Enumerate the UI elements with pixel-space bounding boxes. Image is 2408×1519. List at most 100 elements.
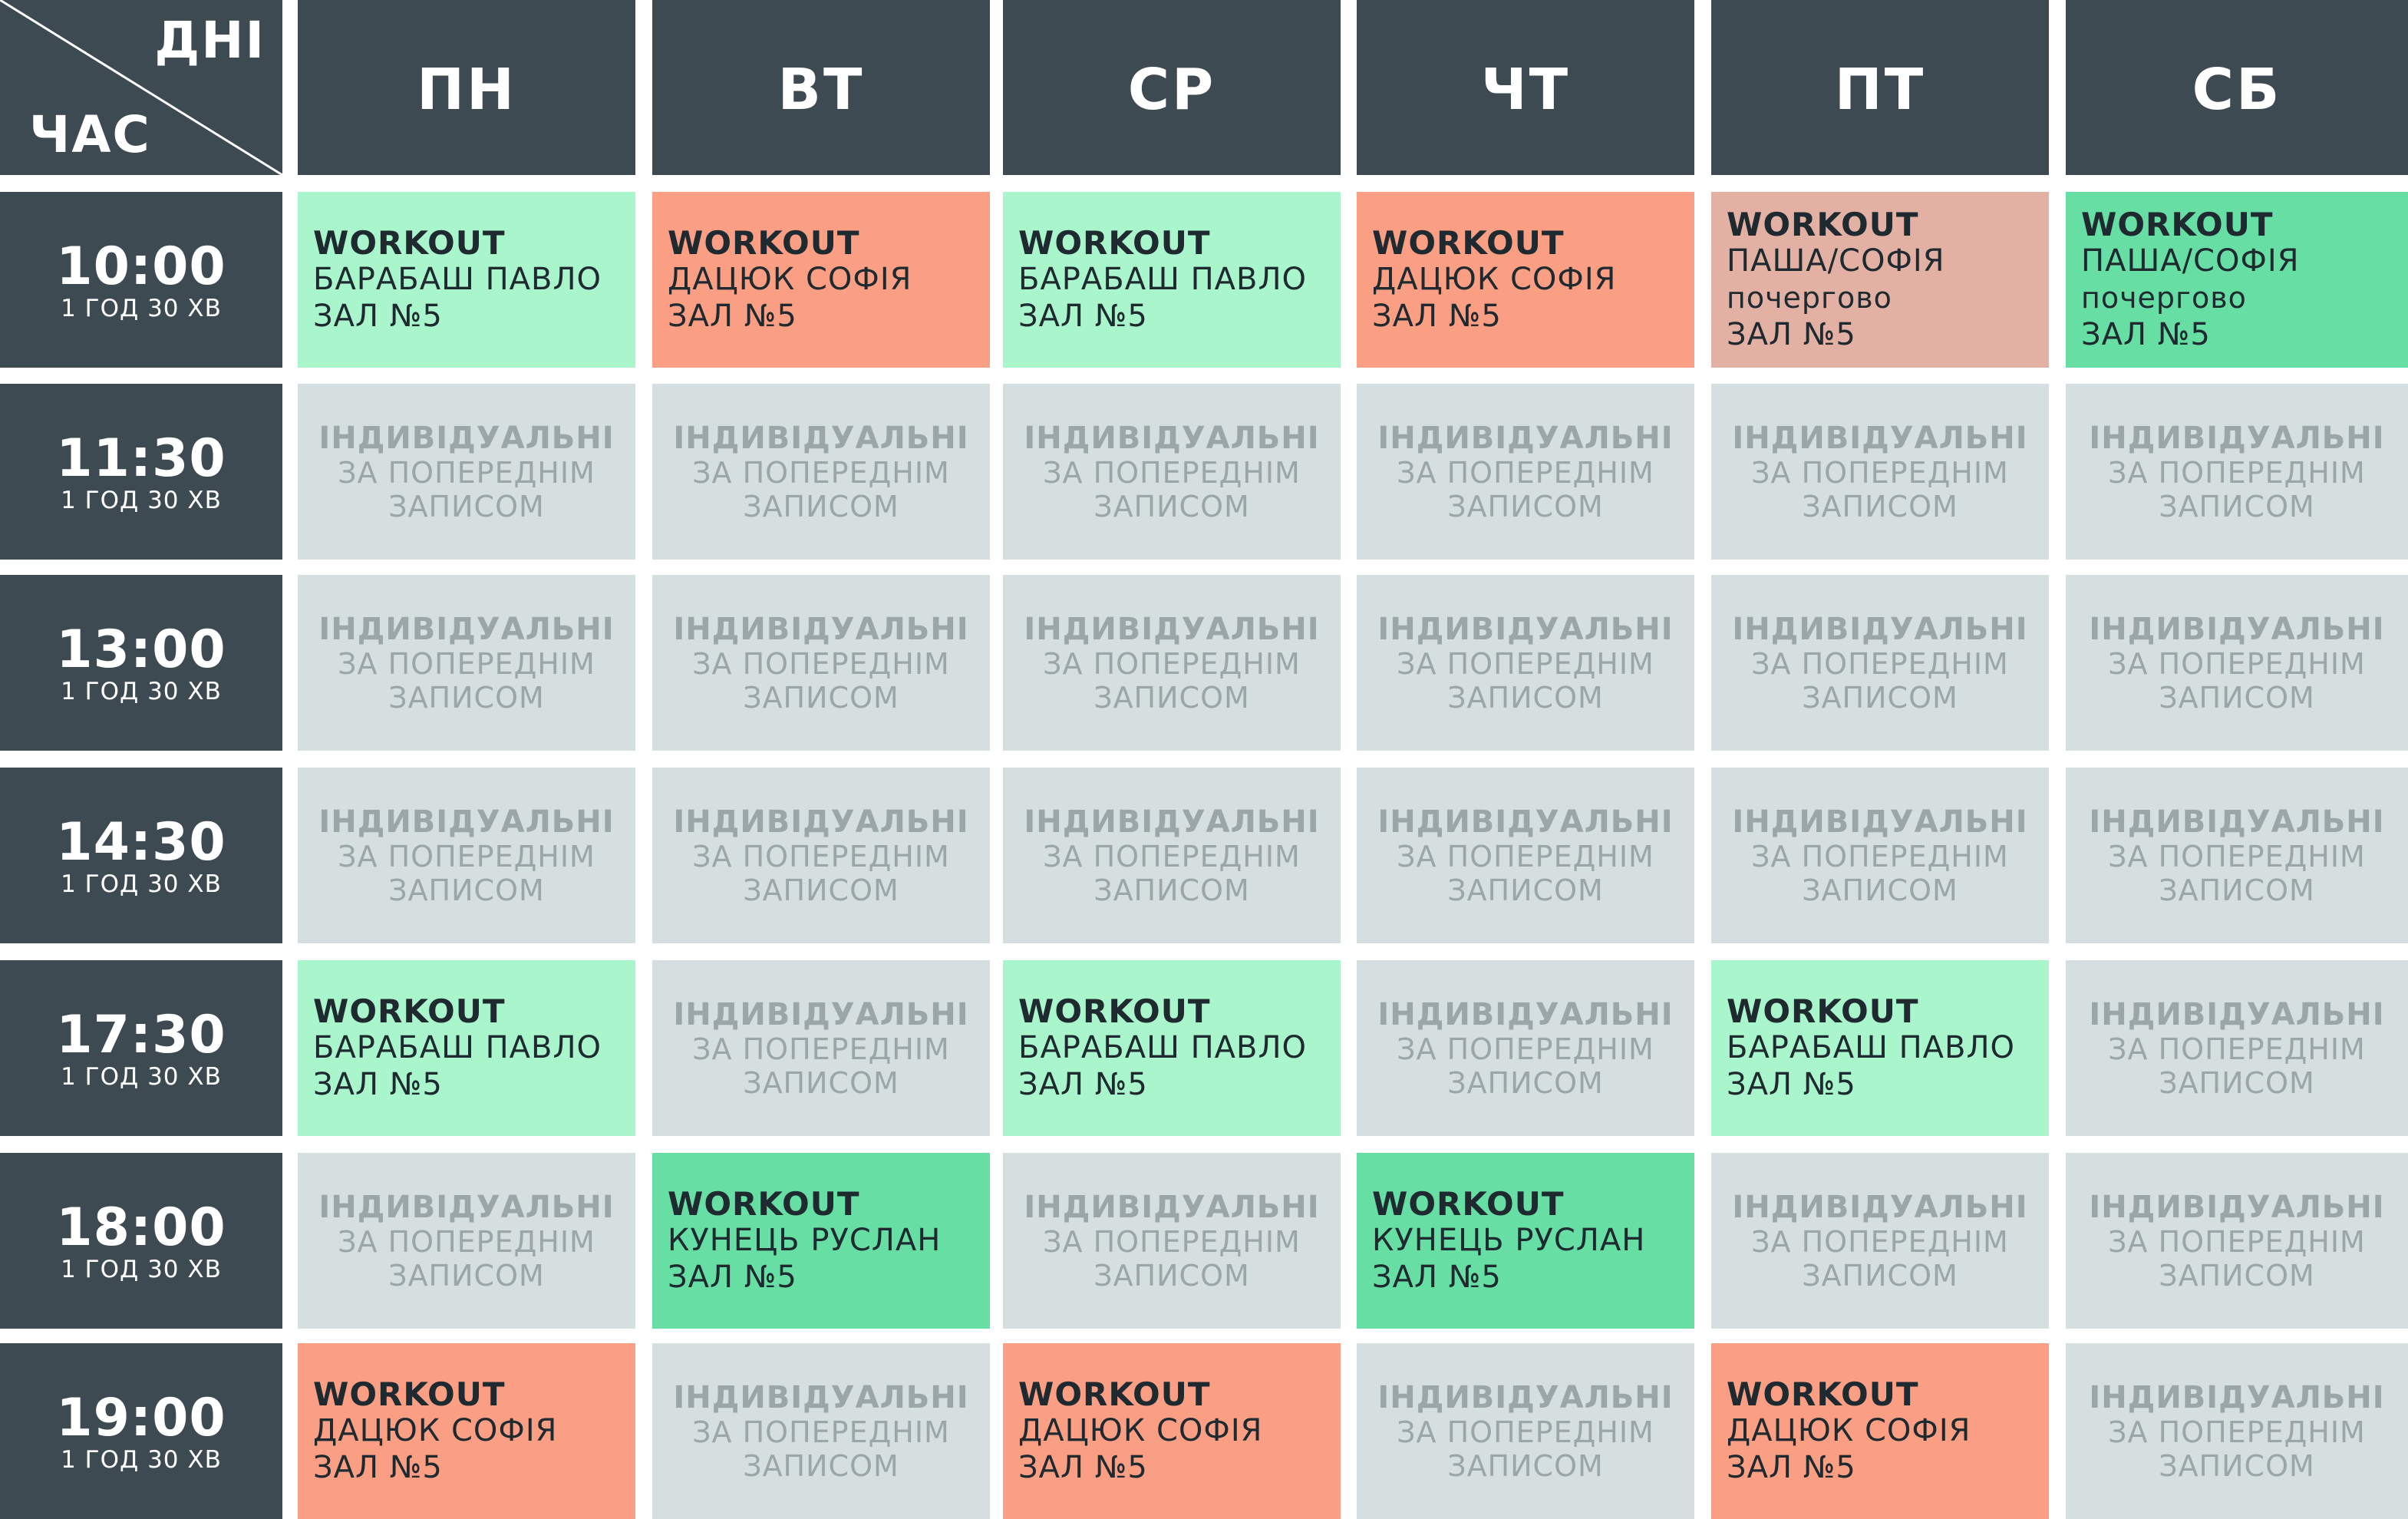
individual-subtitle: ЗА ПОПЕРЕДНІМ — [2108, 646, 2366, 681]
class-title: WORKOUT — [2081, 205, 2274, 243]
hall-label: ЗАЛ №5 — [1372, 298, 1502, 334]
individual-session-card[interactable]: ІНДИВІДУАЛЬНІ ЗА ПОПЕРЕДНІМ ЗАПИСОМ — [652, 575, 990, 751]
individual-session-card[interactable]: ІНДИВІДУАЛЬНІ ЗА ПОПЕРЕДНІМ ЗАПИСОМ — [1357, 960, 1694, 1136]
individual-session-card[interactable]: ІНДИВІДУАЛЬНІ ЗА ПОПЕРЕДНІМ ЗАПИСОМ — [1711, 1153, 2049, 1329]
individual-subtitle: ЗАПИСОМ — [388, 1258, 545, 1293]
individual-session-card[interactable]: ІНДИВІДУАЛЬНІ ЗА ПОПЕРЕДНІМ ЗАПИСОМ — [298, 1153, 635, 1329]
individual-subtitle: ЗАПИСОМ — [1447, 1448, 1604, 1483]
individual-title: ІНДИВІДУАЛЬНІ — [318, 420, 615, 456]
workout-class-card[interactable]: WORKOUT ДАЦЮК СОФІЯ ЗАЛ №5 — [1357, 192, 1694, 368]
individual-subtitle: ЗА ПОПЕРЕДНІМ — [1397, 455, 1654, 490]
individual-subtitle: ЗАПИСОМ — [388, 489, 545, 523]
individual-session-card[interactable]: ІНДИВІДУАЛЬНІ ЗА ПОПЕРЕДНІМ ЗАПИСОМ — [1711, 384, 2049, 560]
workout-class-card[interactable]: WORKOUT ДАЦЮК СОФІЯ ЗАЛ №5 — [1003, 1343, 1341, 1519]
rotation-note: почергово — [1727, 280, 1892, 315]
individual-session-card[interactable]: ІНДИВІДУАЛЬНІ ЗА ПОПЕРЕДНІМ ЗАПИСОМ — [652, 1343, 990, 1519]
individual-session-card[interactable]: ІНДИВІДУАЛЬНІ ЗА ПОПЕРЕДНІМ ЗАПИСОМ — [1357, 384, 1694, 560]
individual-session-card[interactable]: ІНДИВІДУАЛЬНІ ЗА ПОПЕРЕДНІМ ЗАПИСОМ — [298, 768, 635, 943]
hall-label: ЗАЛ №5 — [1018, 1066, 1148, 1102]
trainer-name: БАРАБАШ ПАВЛО — [313, 1029, 602, 1065]
individual-subtitle: ЗАПИСОМ — [1447, 873, 1604, 907]
individual-session-card[interactable]: ІНДИВІДУАЛЬНІ ЗА ПОПЕРЕДНІМ ЗАПИСОМ — [2066, 384, 2408, 560]
individual-session-card[interactable]: ІНДИВІДУАЛЬНІ ЗА ПОПЕРЕДНІМ ЗАПИСОМ — [652, 768, 990, 943]
individual-session-card[interactable]: ІНДИВІДУАЛЬНІ ЗА ПОПЕРЕДНІМ ЗАПИСОМ — [1003, 1153, 1341, 1329]
workout-class-card[interactable]: WORKOUT БАРАБАШ ПАВЛО ЗАЛ №5 — [1003, 192, 1341, 368]
time-value: 11:30 — [56, 428, 226, 489]
individual-subtitle: ЗАПИСОМ — [1447, 489, 1604, 523]
individual-session-card[interactable]: ІНДИВІДУАЛЬНІ ЗА ПОПЕРЕДНІМ ЗАПИСОМ — [298, 384, 635, 560]
individual-subtitle: ЗА ПОПЕРЕДНІМ — [1043, 646, 1301, 681]
individual-session-card[interactable]: ІНДИВІДУАЛЬНІ ЗА ПОПЕРЕДНІМ ЗАПИСОМ — [2066, 1153, 2408, 1329]
individual-session-card[interactable]: ІНДИВІДУАЛЬНІ ЗА ПОПЕРЕДНІМ ЗАПИСОМ — [1357, 768, 1694, 943]
individual-subtitle: ЗА ПОПЕРЕДНІМ — [692, 1032, 950, 1066]
individual-subtitle: ЗАПИСОМ — [1093, 489, 1250, 523]
individual-subtitle: ЗАПИСОМ — [1093, 1258, 1250, 1293]
individual-subtitle: ЗАПИСОМ — [388, 680, 545, 715]
individual-session-card[interactable]: ІНДИВІДУАЛЬНІ ЗА ПОПЕРЕДНІМ ЗАПИСОМ — [1003, 768, 1341, 943]
individual-subtitle: ЗАПИСОМ — [743, 1448, 899, 1483]
time-slot-1800: 18:00 1 ГОД 30 ХВ — [0, 1153, 282, 1329]
individual-session-card[interactable]: ІНДИВІДУАЛЬНІ ЗА ПОПЕРЕДНІМ ЗАПИСОМ — [1357, 1343, 1694, 1519]
individual-title: ІНДИВІДУАЛЬНІ — [1732, 611, 2028, 647]
individual-title: ІНДИВІДУАЛЬНІ — [673, 996, 969, 1032]
individual-subtitle: ЗАПИСОМ — [1447, 680, 1604, 715]
individual-subtitle: ЗАПИСОМ — [1802, 873, 1958, 907]
individual-title: ІНДИВІДУАЛЬНІ — [2089, 611, 2385, 647]
individual-session-card[interactable]: ІНДИВІДУАЛЬНІ ЗА ПОПЕРЕДНІМ ЗАПИСОМ — [1357, 575, 1694, 751]
workout-class-card[interactable]: WORKOUT ДАЦЮК СОФІЯ ЗАЛ №5 — [298, 1343, 635, 1519]
hall-label: ЗАЛ №5 — [313, 298, 443, 334]
hall-label: ЗАЛ №5 — [668, 298, 797, 334]
individual-subtitle: ЗА ПОПЕРЕДНІМ — [1043, 839, 1301, 873]
individual-session-card[interactable]: ІНДИВІДУАЛЬНІ ЗА ПОПЕРЕДНІМ ЗАПИСОМ — [1711, 575, 2049, 751]
individual-session-card[interactable]: ІНДИВІДУАЛЬНІ ЗА ПОПЕРЕДНІМ ЗАПИСОМ — [2066, 768, 2408, 943]
class-title: WORKOUT — [1372, 223, 1565, 262]
class-title: WORKOUT — [1018, 992, 1211, 1030]
individual-subtitle: ЗА ПОПЕРЕДНІМ — [1751, 1224, 2009, 1259]
individual-title: ІНДИВІДУАЛЬНІ — [673, 804, 969, 840]
individual-title: ІНДИВІДУАЛЬНІ — [673, 1379, 969, 1415]
individual-subtitle: ЗАПИСОМ — [1802, 1258, 1958, 1293]
class-title: WORKOUT — [1018, 223, 1211, 262]
hall-label: ЗАЛ №5 — [1372, 1259, 1502, 1295]
individual-session-card[interactable]: ІНДИВІДУАЛЬНІ ЗА ПОПЕРЕДНІМ ЗАПИСОМ — [1711, 768, 2049, 943]
individual-subtitle: ЗА ПОПЕРЕДНІМ — [338, 646, 595, 681]
individual-session-card[interactable]: ІНДИВІДУАЛЬНІ ЗА ПОПЕРЕДНІМ ЗАПИСОМ — [2066, 1343, 2408, 1519]
time-slot-1430: 14:30 1 ГОД 30 ХВ — [0, 768, 282, 943]
individual-session-card[interactable]: ІНДИВІДУАЛЬНІ ЗА ПОПЕРЕДНІМ ЗАПИСОМ — [1003, 384, 1341, 560]
workout-class-card[interactable]: WORKOUT ПАША/СОФІЯ почергово ЗАЛ №5 — [2066, 192, 2408, 368]
workout-class-card[interactable]: WORKOUT ДАЦЮК СОФІЯ ЗАЛ №5 — [1711, 1343, 2049, 1519]
workout-class-card[interactable]: WORKOUT БАРАБАШ ПАВЛО ЗАЛ №5 — [1003, 960, 1341, 1136]
class-title: WORKOUT — [1727, 1375, 1919, 1413]
time-value: 18:00 — [56, 1197, 226, 1258]
hall-label: ЗАЛ №5 — [1727, 316, 1856, 352]
individual-subtitle: ЗА ПОПЕРЕДНІМ — [1043, 1224, 1301, 1259]
individual-session-card[interactable]: ІНДИВІДУАЛЬНІ ЗА ПОПЕРЕДНІМ ЗАПИСОМ — [652, 960, 990, 1136]
day-header-thu: ЧТ — [1357, 0, 1694, 175]
individual-session-card[interactable]: ІНДИВІДУАЛЬНІ ЗА ПОПЕРЕДНІМ ЗАПИСОМ — [1003, 575, 1341, 751]
workout-class-card[interactable]: WORKOUT КУНЕЦЬ РУСЛАН ЗАЛ №5 — [1357, 1153, 1694, 1329]
time-slot-1900: 19:00 1 ГОД 30 ХВ — [0, 1343, 282, 1519]
day-header-fri: ПТ — [1711, 0, 2049, 175]
individual-subtitle: ЗАПИСОМ — [1802, 489, 1958, 523]
individual-session-card[interactable]: ІНДИВІДУАЛЬНІ ЗА ПОПЕРЕДНІМ ЗАПИСОМ — [652, 384, 990, 560]
individual-subtitle: ЗА ПОПЕРЕДНІМ — [1397, 839, 1654, 873]
individual-subtitle: ЗА ПОПЕРЕДНІМ — [1751, 839, 2009, 873]
time-value: 17:30 — [56, 1004, 226, 1065]
individual-title: ІНДИВІДУАЛЬНІ — [1024, 420, 1320, 456]
hall-label: ЗАЛ №5 — [313, 1066, 443, 1102]
class-title: WORKOUT — [1727, 992, 1919, 1030]
workout-class-card[interactable]: WORKOUT БАРАБАШ ПАВЛО ЗАЛ №5 — [298, 192, 635, 368]
individual-title: ІНДИВІДУАЛЬНІ — [673, 420, 969, 456]
workout-class-card[interactable]: WORKOUT ПАША/СОФІЯ почергово ЗАЛ №5 — [1711, 192, 2049, 368]
workout-class-card[interactable]: WORKOUT БАРАБАШ ПАВЛО ЗАЛ №5 — [298, 960, 635, 1136]
individual-session-card[interactable]: ІНДИВІДУАЛЬНІ ЗА ПОПЕРЕДНІМ ЗАПИСОМ — [298, 575, 635, 751]
individual-subtitle: ЗА ПОПЕРЕДНІМ — [2108, 455, 2366, 490]
trainer-name: КУНЕЦЬ РУСЛАН — [1372, 1222, 1646, 1258]
individual-session-card[interactable]: ІНДИВІДУАЛЬНІ ЗА ПОПЕРЕДНІМ ЗАПИСОМ — [2066, 575, 2408, 751]
individual-subtitle: ЗАПИСОМ — [388, 873, 545, 907]
workout-class-card[interactable]: WORKOUT КУНЕЦЬ РУСЛАН ЗАЛ №5 — [652, 1153, 990, 1329]
individual-session-card[interactable]: ІНДИВІДУАЛЬНІ ЗА ПОПЕРЕДНІМ ЗАПИСОМ — [2066, 960, 2408, 1136]
workout-class-card[interactable]: WORKOUT ДАЦЮК СОФІЯ ЗАЛ №5 — [652, 192, 990, 368]
workout-class-card[interactable]: WORKOUT БАРАБАШ ПАВЛО ЗАЛ №5 — [1711, 960, 2049, 1136]
individual-subtitle: ЗАПИСОМ — [743, 873, 899, 907]
